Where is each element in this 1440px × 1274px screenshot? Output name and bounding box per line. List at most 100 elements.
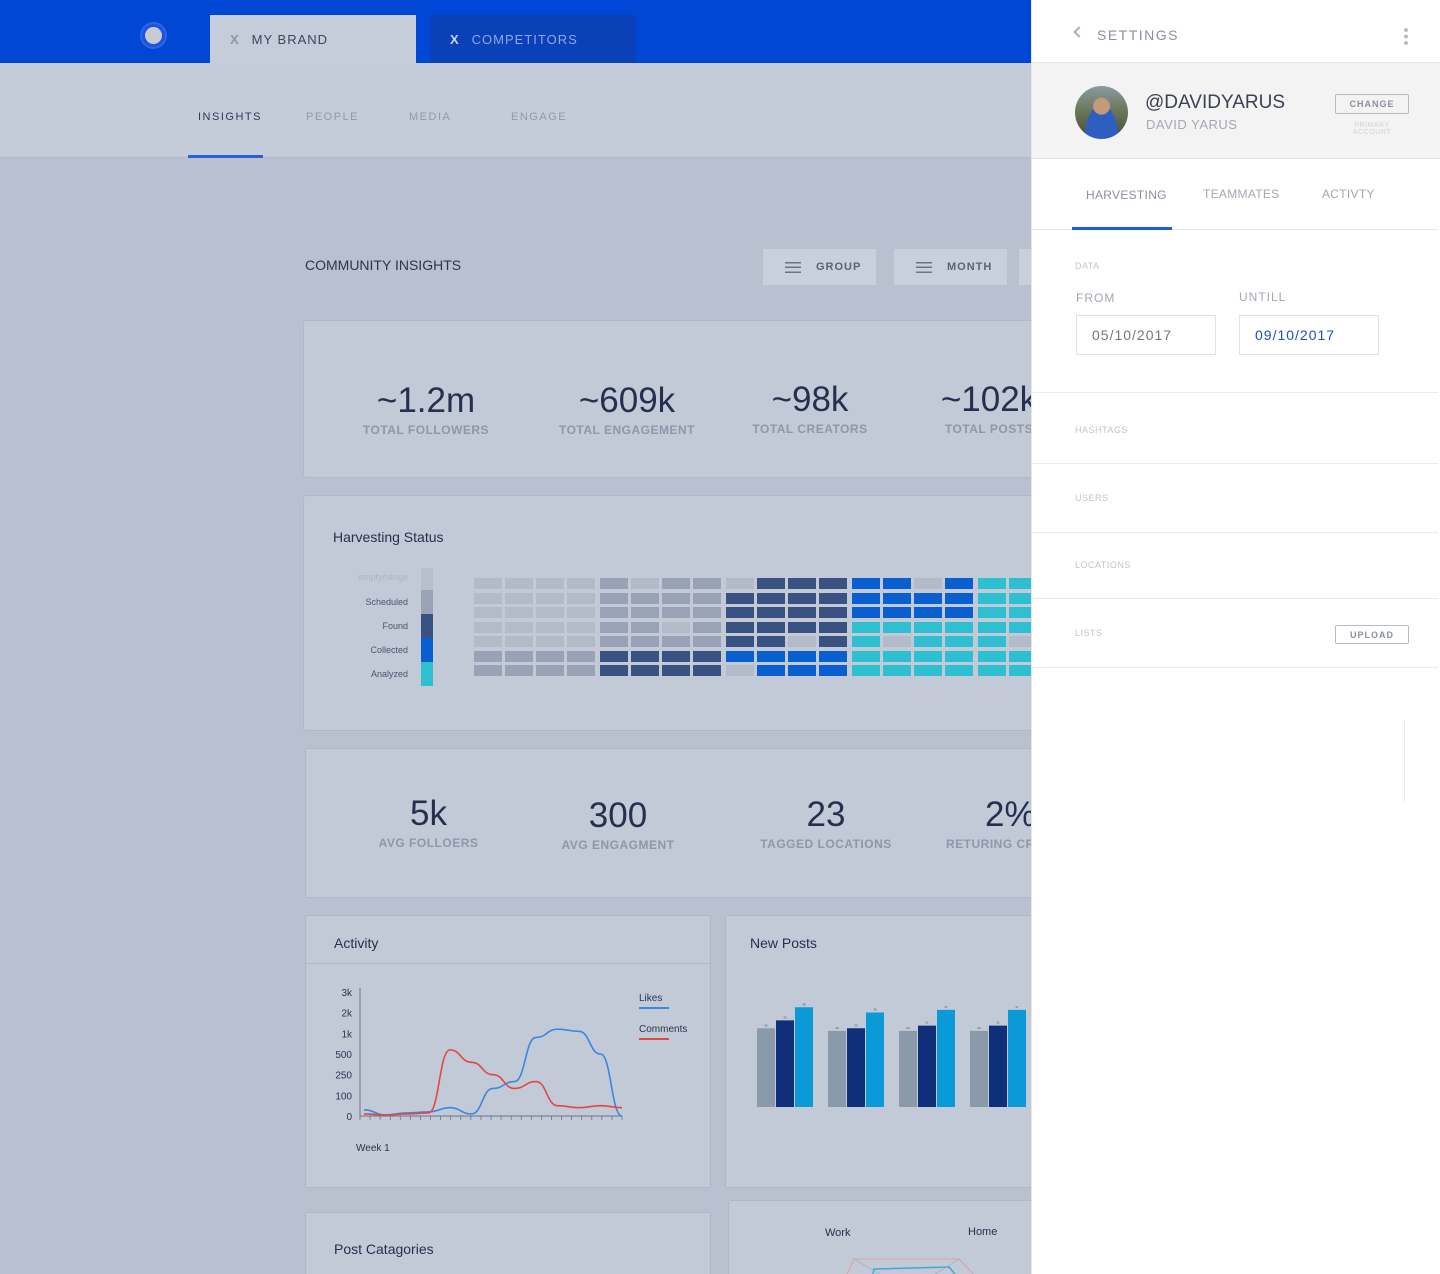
heatmap-cell: [693, 592, 721, 604]
tab-harvesting[interactable]: HARVESTING: [1086, 188, 1167, 202]
stat-label: TOTAL CREATORS: [752, 422, 868, 436]
avatar: [1075, 86, 1128, 139]
heatmap-cell: [693, 636, 721, 647]
heatmap-cell: [631, 578, 659, 589]
heatmap-cell: [757, 607, 785, 618]
legend-scheduled: Scheduled: [365, 597, 408, 607]
bar-value-label: 29: [835, 1026, 839, 1030]
radar-label-work: Work: [825, 1227, 851, 1239]
heatmap-cell: [914, 607, 942, 618]
bar-value-label: 37: [1015, 1005, 1019, 1009]
stat-avg-followers: 5k AVG FOLLOERS: [366, 794, 491, 850]
heatmap-cell: [474, 578, 502, 589]
stat-value: 2%: [985, 795, 1036, 834]
tab-activity[interactable]: ACTIVTY: [1322, 187, 1375, 201]
users-section-label[interactable]: USERS: [1075, 493, 1109, 503]
stat-label: TOTAL FOLLOWERS: [362, 423, 490, 437]
legend-swatch-empty: [421, 568, 433, 590]
nav-engage[interactable]: ENGAGE: [511, 111, 568, 123]
heatmap-cell: [852, 636, 880, 647]
activity-card: Activity 3k 2k 1k 500 250 100 0 Week 1 Likes Comm…: [305, 915, 711, 1188]
nav-people[interactable]: PEOPLE: [306, 111, 360, 123]
legend-swatch-analyzed: [421, 662, 433, 686]
heatmap-cell: [757, 636, 785, 647]
card-title: Post Catagories: [334, 1241, 434, 1257]
heatmap-cell: [788, 636, 816, 647]
change-account-button[interactable]: CHANGE: [1335, 94, 1409, 114]
scrollbar[interactable]: [1404, 720, 1405, 802]
more-vertical-icon[interactable]: [1404, 28, 1408, 46]
heatmap-cell: [883, 621, 911, 633]
heatmap-cell: [978, 578, 1006, 589]
heatmap-cell: [567, 621, 595, 633]
stat-value: ~98k: [771, 380, 849, 419]
stat-label: TOTAL POSTS: [944, 422, 1034, 436]
heatmap-cell: [536, 650, 564, 662]
heatmap-cell: [726, 592, 754, 604]
heatmap-cell: [978, 636, 1006, 647]
logo-icon[interactable]: [140, 22, 167, 49]
close-icon[interactable]: X: [450, 31, 460, 47]
heatmap-cell: [757, 578, 785, 589]
account-profile: @DAVIDYARUS DAVID YARUS CHANGE PRIMARY A…: [1032, 63, 1440, 159]
heatmap-cell: [726, 578, 754, 589]
heatmap-cell: [567, 636, 595, 647]
heatmap-cell: [757, 621, 785, 633]
series-line-comments: [363, 1049, 623, 1116]
lists-section-label[interactable]: LISTS: [1075, 628, 1103, 638]
heatmap-cell: [1009, 665, 1037, 676]
heatmap-cell: [819, 607, 847, 618]
group-filter-button[interactable]: GROUP: [763, 249, 876, 285]
heatmap-cell: [536, 578, 564, 589]
heatmap-cell: [788, 607, 816, 618]
bar: [828, 1030, 846, 1107]
card-title: New Posts: [750, 935, 817, 951]
bar-value-label: 29: [906, 1026, 910, 1030]
nav-insights[interactable]: INSIGHTS: [198, 111, 262, 123]
heatmap-cell: [883, 665, 911, 676]
averages-card: 5k AVG FOLLOERS 300 AVG ENGAGMENT 23 TAG…: [305, 748, 1065, 898]
heatmap-cell: [978, 650, 1006, 662]
heatmap-cell: [474, 592, 502, 604]
heatmap-cell: [788, 592, 816, 604]
bar-value-label: 38: [802, 1002, 806, 1006]
tab-my-brand[interactable]: X MY BRAND: [210, 15, 416, 63]
heatmap-cell: [505, 636, 533, 647]
stat-label: TAGGED LOCATIONS: [760, 837, 892, 851]
heatmap-cell: [567, 592, 595, 604]
chevron-left-icon[interactable]: [1073, 26, 1085, 38]
heatmap-cell: [474, 650, 502, 662]
harvesting-status-card: Harvesting Status empty/range Scheduled …: [303, 495, 1063, 731]
nav-media[interactable]: MEDIA: [409, 111, 452, 123]
y-tick-label: 500: [335, 1050, 352, 1061]
heatmap-cell: [662, 621, 690, 633]
upload-button[interactable]: UPLOAD: [1335, 625, 1409, 644]
heatmap-cell: [505, 578, 533, 589]
tab-competitors[interactable]: X COMPETITORS: [430, 15, 636, 63]
heatmap-cell: [662, 636, 690, 647]
heatmap-cell: [1009, 621, 1037, 633]
month-filter-button[interactable]: MONTH: [894, 249, 1007, 285]
heatmap-cell: [600, 607, 628, 618]
y-tick-label: 3k: [341, 988, 353, 999]
bar: [866, 1012, 884, 1107]
hashtags-section-label[interactable]: HASHTAGS: [1075, 425, 1128, 435]
primary-account-label: PRIMARY ACCOUNT: [1352, 122, 1392, 136]
stat-label: AVG ENGAGMENT: [561, 838, 675, 852]
heatmap-cell: [536, 621, 564, 633]
locations-section-label[interactable]: LOCATIONS: [1075, 560, 1131, 570]
tab-label: MY BRAND: [251, 31, 329, 47]
heatmap-cell: [1009, 578, 1037, 589]
tab-teammates[interactable]: TEAMMATES: [1203, 187, 1280, 201]
from-date-input[interactable]: [1076, 315, 1216, 355]
heatmap-cell: [726, 665, 754, 676]
legend-swatch-found: [421, 614, 433, 638]
close-icon[interactable]: X: [230, 31, 240, 47]
heatmap-cell: [600, 636, 628, 647]
heatmap-cell: [600, 621, 628, 633]
heatmap-cell: [819, 578, 847, 589]
divider: [1032, 392, 1438, 393]
y-tick-label: 0: [346, 1112, 352, 1123]
until-date-input[interactable]: [1239, 315, 1379, 355]
stat-total-posts: ~102k TOTAL POSTS: [924, 380, 1054, 436]
